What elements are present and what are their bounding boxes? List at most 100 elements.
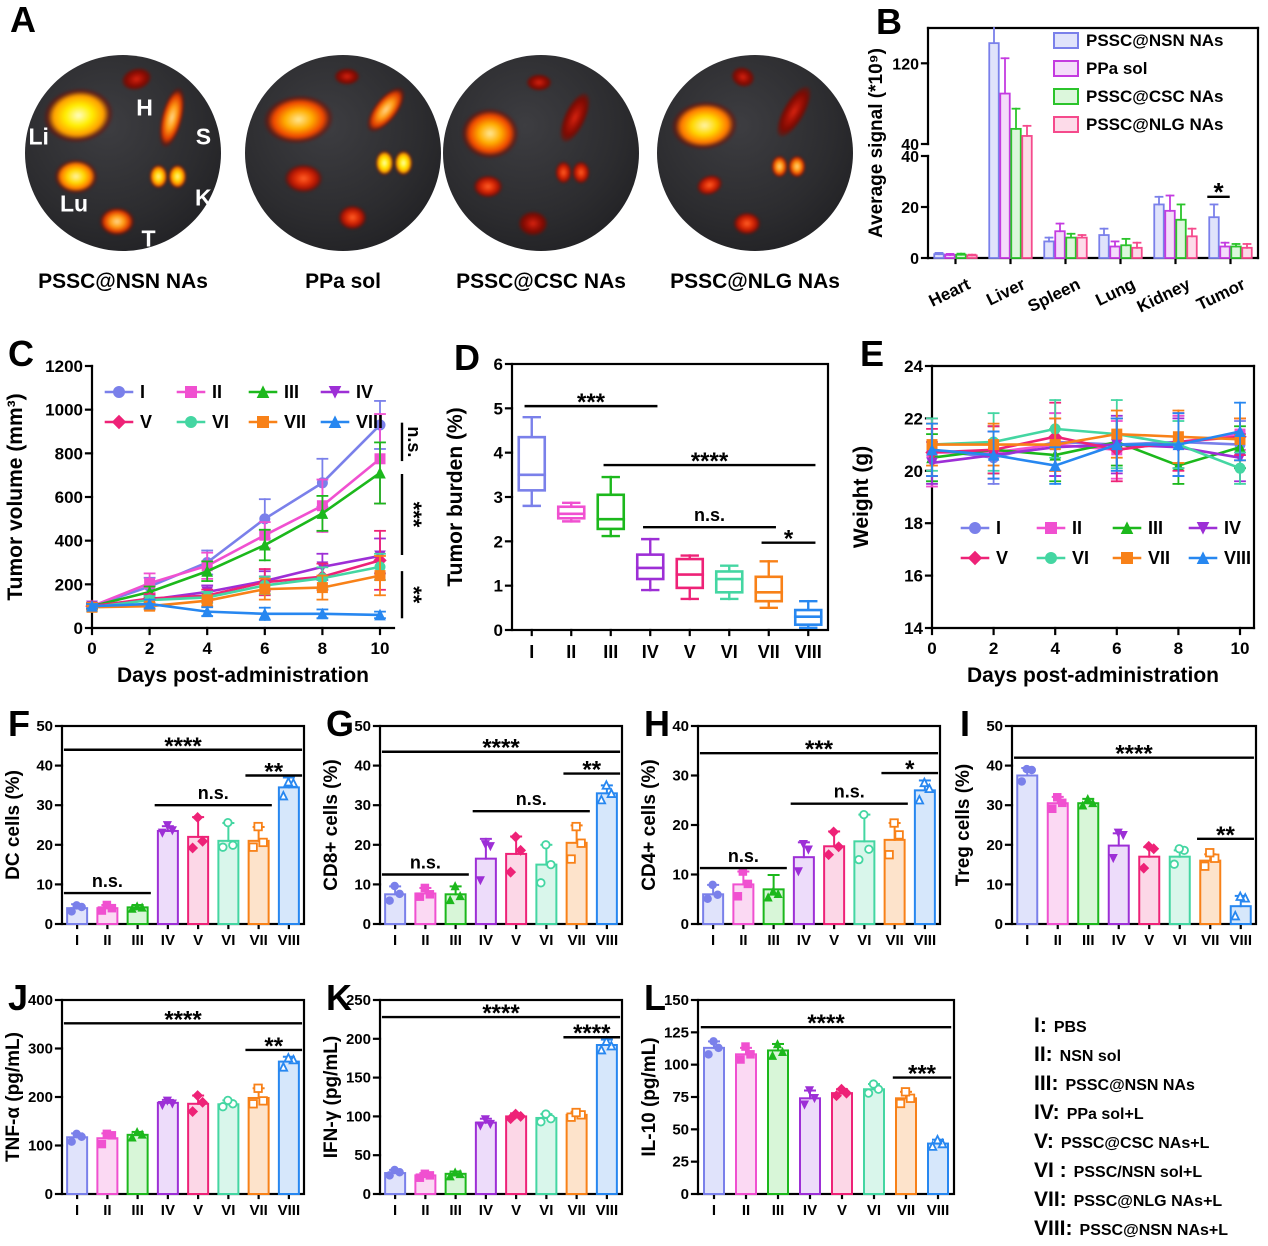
svg-text:IV: IV — [161, 932, 175, 949]
svg-text:DC cells (%): DC cells (%) — [3, 770, 24, 880]
svg-text:*: * — [784, 526, 794, 553]
svg-text:0: 0 — [681, 1186, 689, 1203]
svg-text:30: 30 — [36, 797, 53, 814]
svg-text:20: 20 — [36, 837, 53, 854]
svg-text:n.s.: n.s. — [694, 505, 725, 525]
dish-caption-1: PSSC@NSN NAs — [38, 270, 208, 293]
panel-f-letter: F — [8, 703, 30, 744]
svg-text:10: 10 — [36, 876, 53, 893]
svg-text:150: 150 — [664, 992, 689, 1009]
svg-text:***: *** — [401, 502, 426, 528]
svg-text:PSSC@NSN NAs: PSSC@NSN NAs — [1086, 31, 1224, 50]
legend: I II III IVV VI VII VIII — [960, 518, 1251, 568]
svg-text:VI: VI — [867, 1202, 881, 1219]
svg-text:****: **** — [691, 448, 729, 475]
panel-g-letter: G — [326, 703, 355, 744]
svg-text:**: ** — [401, 586, 426, 604]
svg-text:n.s.: n.s. — [198, 783, 229, 803]
svg-text:10: 10 — [1231, 639, 1250, 658]
svg-text:III: III — [1148, 518, 1163, 538]
series-VIII — [86, 597, 386, 621]
kidney-blob — [572, 160, 590, 185]
svg-text:VI: VI — [221, 1202, 235, 1219]
legend-label: PSSC@NSN NAs+L — [1079, 1222, 1229, 1239]
svg-text:40: 40 — [672, 718, 689, 735]
svg-text:6: 6 — [260, 639, 269, 658]
legend-label: PSSC@NLG NAs+L — [1073, 1193, 1223, 1210]
svg-text:Average signal (*10⁹): Average signal (*10⁹) — [866, 48, 887, 238]
svg-text:120: 120 — [892, 56, 919, 73]
svg-text:0: 0 — [927, 639, 936, 658]
legend-numeral: IV: — [1034, 1101, 1060, 1124]
svg-text:VII: VII — [758, 642, 780, 662]
svg-text:IV: IV — [1112, 932, 1126, 949]
svg-text:IV: IV — [479, 1202, 493, 1219]
svg-text:400: 400 — [55, 532, 83, 551]
svg-text:II: II — [742, 1202, 750, 1219]
liver-blob — [460, 107, 520, 159]
panel-d-tumor-burden-chart: 0 1 2 3 4 5 6 Tumor burden (%) I II III IV V VI VII VII… — [442, 334, 840, 705]
kidney-blob — [393, 150, 414, 176]
heart-blob — [728, 63, 758, 90]
dish-pssc-nsn-nas: Li H S Lu K T — [25, 55, 221, 252]
svg-text:30: 30 — [986, 797, 1003, 814]
legend: PSSC@NSN NAs PPa sol PSSC@CSC NAs PSSC@NLG … — [1053, 31, 1224, 134]
svg-text:n.s.: n.s. — [404, 426, 424, 457]
svg-text:V: V — [193, 932, 203, 949]
svg-text:V: V — [140, 412, 152, 432]
svg-text:PSSC@CSC NAs: PSSC@CSC NAs — [1086, 87, 1224, 106]
svg-text:****: **** — [573, 1020, 611, 1047]
legend-row-5: V: PSSC@CSC NAs+L — [1034, 1130, 1266, 1154]
series-II — [86, 413, 386, 612]
svg-text:50: 50 — [986, 718, 1003, 735]
svg-text:VII: VII — [567, 1202, 585, 1219]
svg-text:CD8+ cells (%): CD8+ cells (%) — [321, 759, 342, 890]
svg-text:VI: VI — [857, 932, 871, 949]
svg-text:****: **** — [164, 733, 202, 760]
legend-label: PSSC@CSC NAs+L — [1060, 1135, 1210, 1152]
svg-text:I: I — [75, 1202, 79, 1219]
svg-text:200: 200 — [28, 1089, 53, 1106]
legend-label: NSN sol — [1059, 1048, 1122, 1065]
svg-text:10: 10 — [354, 876, 371, 893]
kidney-blob — [148, 163, 169, 190]
svg-text:II: II — [421, 932, 429, 949]
kidney-blob — [168, 163, 188, 190]
svg-text:Days post-administration: Days post-administration — [967, 664, 1219, 687]
svg-text:III: III — [767, 932, 780, 949]
svg-text:18: 18 — [904, 514, 923, 533]
kidney-blob — [770, 154, 789, 179]
svg-text:VIII: VIII — [278, 1202, 301, 1219]
svg-text:IV: IV — [356, 382, 373, 402]
svg-text:V: V — [511, 1202, 521, 1219]
svg-text:0: 0 — [74, 619, 83, 638]
svg-text:40: 40 — [986, 758, 1003, 775]
svg-text:50: 50 — [672, 1121, 689, 1138]
svg-text:III: III — [449, 932, 462, 949]
legend-label: PSSC/NSN sol+L — [1073, 1164, 1203, 1181]
svg-text:II: II — [566, 642, 576, 662]
svg-text:****: **** — [807, 1010, 845, 1037]
svg-text:III: III — [449, 1202, 462, 1219]
svg-text:3: 3 — [494, 488, 503, 507]
svg-text:V: V — [193, 1202, 203, 1219]
svg-text:20: 20 — [904, 462, 923, 481]
tumor-blob — [99, 206, 135, 237]
svg-text:VIII: VIII — [914, 932, 937, 949]
svg-text:IV: IV — [803, 1202, 817, 1219]
svg-text:100: 100 — [664, 1057, 689, 1074]
svg-text:Heart: Heart — [926, 274, 974, 310]
svg-text:I: I — [393, 932, 397, 949]
svg-text:50: 50 — [36, 718, 53, 735]
kidney-blob — [374, 150, 394, 176]
svg-text:TNF-α (pg/mL): TNF-α (pg/mL) — [3, 1032, 24, 1162]
svg-text:II: II — [421, 1202, 429, 1219]
series-V — [85, 529, 387, 613]
svg-text:VIII: VIII — [1229, 932, 1252, 949]
legend-row-7: VII: PSSC@NLG NAs+L — [1034, 1188, 1266, 1212]
panel-l-il10-chart: 0 25 50 75 100 125 150 IL-10 (pg/mL) I II III IV V VI… — [638, 976, 964, 1246]
svg-text:VIII: VIII — [596, 1202, 619, 1219]
